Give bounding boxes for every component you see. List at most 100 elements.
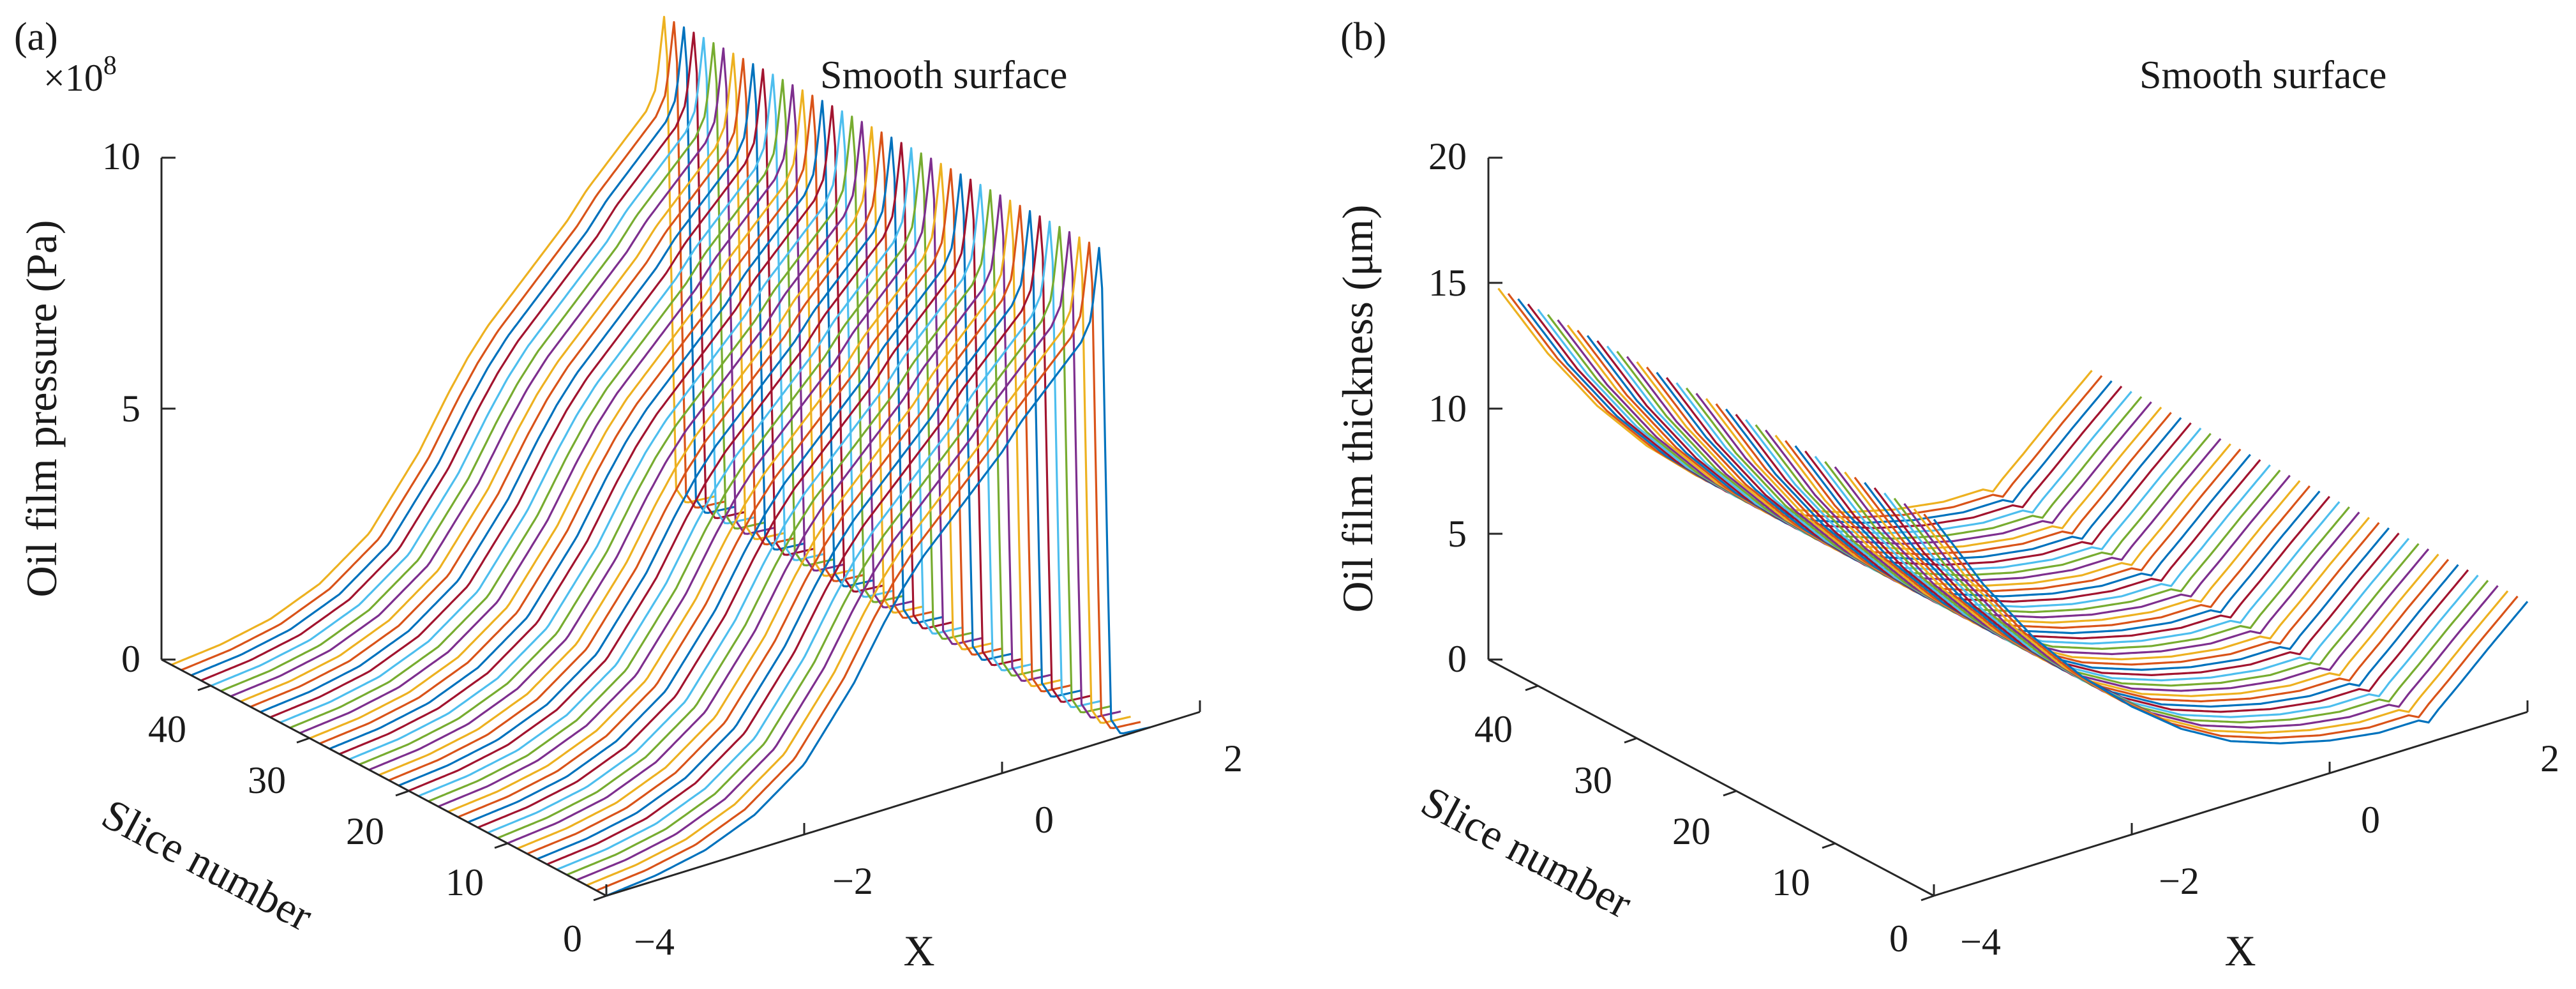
panel-a-y-tick	[395, 790, 409, 797]
slice-curve-4	[1903, 502, 2499, 729]
slice-curve-8	[537, 210, 1082, 860]
panel-a-x-axis-title: X	[903, 926, 934, 975]
panel-b-series	[1497, 287, 2529, 744]
slice-curve-41	[210, 36, 756, 687]
slice-curve-6	[556, 220, 1102, 871]
slice-curve-20	[1745, 419, 2340, 645]
panel-b-label: (b)	[1340, 15, 1386, 59]
slice-curve-36	[260, 63, 805, 713]
slice-curve-16	[458, 168, 1003, 819]
slice-curve-23	[388, 131, 934, 781]
panel-a-y-axis-title: Slice number	[94, 789, 320, 940]
slice-curve-20	[418, 147, 963, 797]
slice-curve-7	[1873, 487, 2469, 713]
slice-curve-35	[269, 68, 815, 718]
slice-curve-4	[576, 230, 1121, 881]
panel-b-z-tick-label: 5	[1448, 513, 1467, 555]
slice-curve-12	[497, 189, 1042, 840]
slice-curve-2	[595, 241, 1141, 892]
slice-curve-45	[170, 15, 716, 666]
slice-curve-15	[1794, 445, 2390, 671]
slice-curve-12	[1824, 461, 2420, 687]
slice-curve-5	[1893, 497, 2489, 724]
panel-b-z-axis-title: Oil film thickness (μm)	[1333, 205, 1382, 613]
panel-a-y-tick-label: 30	[248, 759, 286, 801]
slice-curve-14	[477, 178, 1022, 829]
slice-curve-6	[1883, 492, 2479, 718]
slice-curve-19	[1755, 424, 2351, 650]
slice-curve-24	[378, 126, 924, 776]
panel-a-x-tick-label: −4	[634, 921, 675, 963]
slice-curve-25	[368, 121, 914, 771]
slice-curve-31	[309, 89, 855, 739]
slice-curve-44	[181, 20, 726, 671]
slice-curve-37	[250, 57, 795, 708]
slice-curve-17	[447, 163, 993, 813]
slice-curve-18	[438, 157, 983, 808]
panel-b-x-tick-label: −2	[2159, 860, 2199, 902]
panel-a-y-tick	[296, 737, 310, 744]
panel-a-label: (a)	[14, 15, 58, 59]
panel-a-y-tick	[593, 895, 607, 902]
panel-a-z-exponent: ×108	[43, 51, 117, 99]
panel-a-x-tick-label: 2	[1224, 737, 1243, 780]
slice-curve-19	[428, 152, 973, 803]
slice-curve-7	[546, 215, 1091, 866]
slice-curve-40	[220, 42, 765, 692]
slice-curve-26	[359, 116, 904, 766]
slice-curve-34	[280, 73, 825, 724]
slice-curve-10	[1844, 471, 2439, 697]
slice-curve-10	[517, 199, 1062, 850]
slice-curve-16	[1785, 440, 2380, 666]
slice-curve-18	[1765, 429, 2360, 656]
slice-curve-9	[527, 204, 1072, 855]
slice-curve-21	[408, 142, 954, 792]
panel-a-annotation: Smooth surface	[820, 54, 1067, 97]
panel-b-y-tick	[1921, 895, 1935, 902]
panel-b-x-axis	[1933, 711, 2528, 897]
panel-a-y-tick-label: 40	[148, 708, 186, 750]
panel-a-y-tick-label: 20	[346, 810, 384, 852]
slice-curve-14	[1804, 450, 2400, 677]
panel-b-y-tick	[1525, 684, 1539, 691]
panel-b-y-tick	[1624, 737, 1638, 744]
slice-curve-11	[1834, 466, 2430, 692]
slice-curve-27	[348, 110, 894, 760]
panel-b-y-tick-label: 0	[1889, 917, 1908, 960]
panel-a-y-tick-label: 10	[446, 861, 484, 903]
slice-curve-32	[299, 84, 844, 734]
slice-curve-9	[1853, 476, 2450, 703]
slice-curve-3	[586, 236, 1131, 887]
slice-curve-15	[467, 173, 1013, 824]
slice-curve-11	[507, 194, 1052, 845]
panel-a-z-tick-label: 0	[121, 638, 140, 680]
panel-b-x-tick-label: 2	[2540, 737, 2559, 780]
panel-b: 0 5 10 15 20 0 10 20 30 40 −4 −2 0 2 Oil…	[1333, 15, 2559, 975]
slice-curve-13	[1814, 455, 2410, 682]
panel-b-y-tick-label: 40	[1474, 708, 1513, 750]
slice-curve-28	[339, 105, 884, 755]
panel-b-x-tick-label: −4	[1960, 921, 2001, 963]
panel-a-x-tick-label: −2	[832, 860, 873, 902]
panel-b-z-tick-label: 0	[1448, 638, 1467, 680]
panel-a-z-exponent-power: 8	[103, 51, 117, 80]
panel-a-series	[170, 15, 1151, 897]
panel-a-y-tick	[494, 842, 508, 849]
slice-curve-2	[1923, 513, 2519, 739]
panel-a-z-tick-label: 5	[121, 388, 140, 430]
panel-b-y-tick-label: 30	[1574, 759, 1612, 801]
slice-curve-1	[606, 246, 1151, 897]
slice-curve-29	[329, 100, 874, 750]
panel-a-x-tick-label: 0	[1035, 799, 1054, 841]
slice-curve-3	[1913, 508, 2509, 734]
slice-curve-22	[398, 136, 943, 787]
slice-curve-5	[566, 225, 1111, 876]
panel-b-x-axis-title: X	[2224, 926, 2256, 975]
panel-b-annotation: Smooth surface	[2139, 54, 2386, 97]
slice-curve-45	[1497, 287, 2093, 514]
slice-curve-17	[1774, 434, 2370, 661]
panel-b-y-tick-label: 10	[1772, 861, 1810, 903]
panel-a-z-tick-label: 10	[102, 135, 140, 177]
panel-b-y-axis	[1488, 658, 1935, 897]
